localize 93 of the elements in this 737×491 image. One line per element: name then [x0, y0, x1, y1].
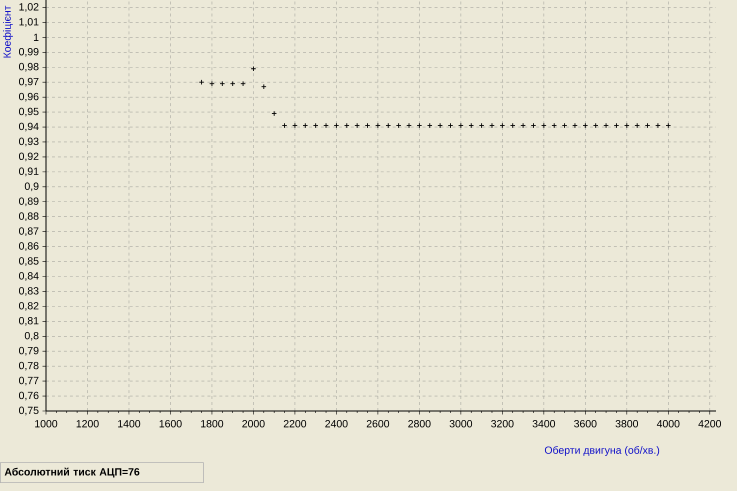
- x-tick-label: 4000: [656, 420, 680, 428]
- point: [364, 122, 370, 128]
- y-tick-label: 1,01: [19, 18, 38, 27]
- point: [603, 122, 609, 128]
- point: [500, 122, 506, 128]
- point: [375, 122, 381, 128]
- point: [634, 122, 640, 128]
- point: [624, 122, 630, 128]
- point: [220, 80, 226, 86]
- point: [551, 122, 557, 128]
- point: [427, 122, 432, 128]
- y-tick-label: 0,93: [19, 138, 39, 146]
- point: [198, 79, 204, 85]
- y-tick-label: 0,8: [24, 332, 39, 341]
- point: [240, 80, 246, 86]
- y-tick-label: 0,75: [19, 406, 39, 416]
- x-tick-label: 1000: [35, 420, 58, 428]
- point: [323, 122, 329, 128]
- point: [614, 122, 620, 128]
- y-tick-label: 0,97: [19, 78, 38, 87]
- x-tick-label: 4200: [698, 420, 722, 428]
- y-tick-label: 0,99: [19, 48, 38, 57]
- y-tick-label: 0,76: [19, 392, 39, 400]
- point: [655, 122, 661, 128]
- point: [406, 122, 412, 128]
- point: [416, 122, 422, 128]
- y-tick-label: 0,79: [19, 346, 38, 356]
- point: [230, 80, 236, 86]
- y-tick-label: 0,92: [19, 152, 38, 162]
- point: [386, 122, 392, 128]
- point: [489, 122, 495, 128]
- point: [530, 122, 536, 128]
- x-tick-label: 3600: [574, 420, 597, 428]
- y-tick-label: 0,91: [19, 168, 38, 176]
- x-tick-label: 2800: [408, 420, 431, 428]
- point: [396, 122, 402, 128]
- point: [334, 122, 340, 128]
- x-tick-label: 1800: [201, 420, 224, 428]
- point: [510, 122, 516, 128]
- x-tick-label: 3000: [450, 420, 472, 428]
- point: [344, 122, 350, 128]
- y-tick-label: 0,94: [19, 122, 39, 132]
- point: [292, 122, 298, 128]
- point: [302, 122, 308, 128]
- point: [271, 110, 277, 116]
- point: [644, 122, 650, 128]
- point: [592, 122, 598, 128]
- x-tick-label: 3400: [532, 420, 556, 428]
- y-axis-title: Коефіцієнт: [3, 6, 13, 58]
- point: [572, 122, 578, 128]
- x-tick-label: 3800: [616, 420, 638, 428]
- point: [468, 122, 474, 128]
- y-tick-label: 0,96: [19, 92, 39, 102]
- y-tick-label: 0,77: [19, 376, 38, 386]
- y-tick-label: 0,84: [19, 272, 39, 281]
- y-tick-label: 0,9: [24, 182, 38, 192]
- point: [282, 122, 288, 128]
- y-tick-label: 1,02: [19, 3, 38, 12]
- y-tick-label: 0,85: [19, 257, 39, 266]
- x-tick-label: 2000: [242, 420, 265, 428]
- point: [437, 122, 443, 128]
- point: [458, 122, 464, 128]
- point: [312, 122, 318, 128]
- y-tick-label: 0,88: [19, 212, 39, 222]
- x-tick-label: 3200: [491, 420, 514, 428]
- y-tick-label: 1: [34, 34, 38, 41]
- y-tick-label: 0,89: [19, 197, 38, 206]
- point: [541, 122, 547, 128]
- y-tick-label: 0,83: [19, 287, 39, 296]
- point: [261, 84, 267, 90]
- x-tick-label: 2600: [366, 420, 390, 428]
- y-tick-label: 0,87: [19, 227, 38, 236]
- y-tick-label: 0,78: [19, 362, 39, 370]
- y-tick-label: 0,81: [19, 317, 38, 326]
- point: [666, 122, 672, 128]
- point: [354, 122, 360, 128]
- x-tick-label: 2400: [325, 420, 348, 428]
- point: [562, 122, 568, 128]
- x-tick-label: 2200: [284, 420, 306, 428]
- y-tick-label: 0,98: [19, 62, 39, 72]
- point: [448, 122, 454, 128]
- y-tick-label: 0,82: [19, 302, 38, 311]
- point: [478, 122, 484, 128]
- y-tick-label: 0,86: [19, 242, 39, 251]
- x-axis-title: Оберти двигуна (об/хв.): [544, 446, 660, 456]
- point: [582, 122, 588, 128]
- x-tick-label: 1200: [76, 420, 99, 428]
- y-tick-label: 0,95: [19, 108, 39, 116]
- text: Абсолютний тиск АЦП=76: [4, 468, 140, 478]
- point: [520, 122, 526, 128]
- x-tick-label: 1600: [160, 420, 182, 428]
- point: [209, 80, 215, 86]
- x-tick-label: 1400: [118, 420, 140, 428]
